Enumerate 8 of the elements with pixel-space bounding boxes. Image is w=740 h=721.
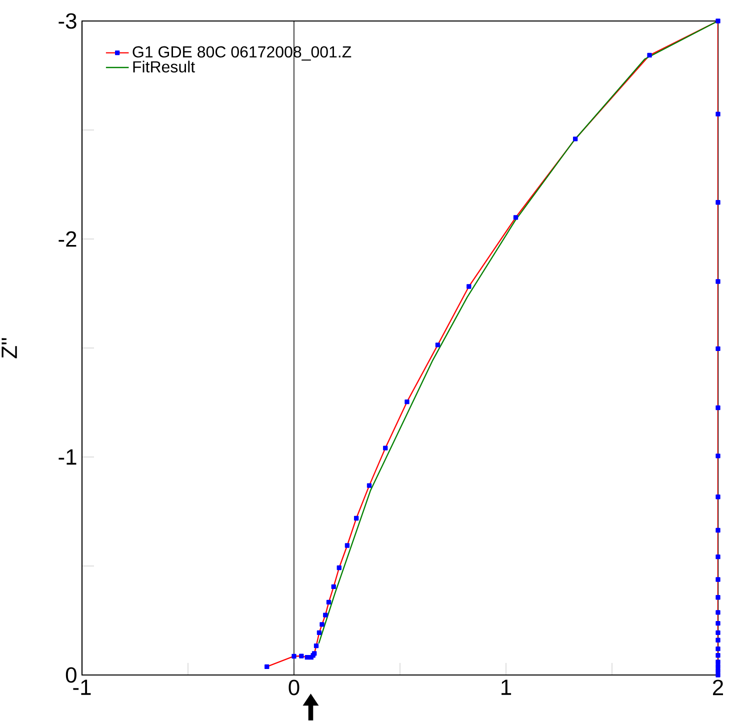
x-tick-label: 0	[288, 680, 300, 696]
y-tick-label: -1	[58, 449, 76, 465]
x-tick-label: 1	[502, 680, 512, 695]
x-tick-label: 2	[712, 680, 724, 696]
y-tick-label: -2	[58, 231, 76, 247]
y-axis-title: Z''	[2, 338, 17, 358]
legend-label: FitResult	[133, 60, 195, 72]
y-tick-label: -3	[58, 13, 76, 29]
